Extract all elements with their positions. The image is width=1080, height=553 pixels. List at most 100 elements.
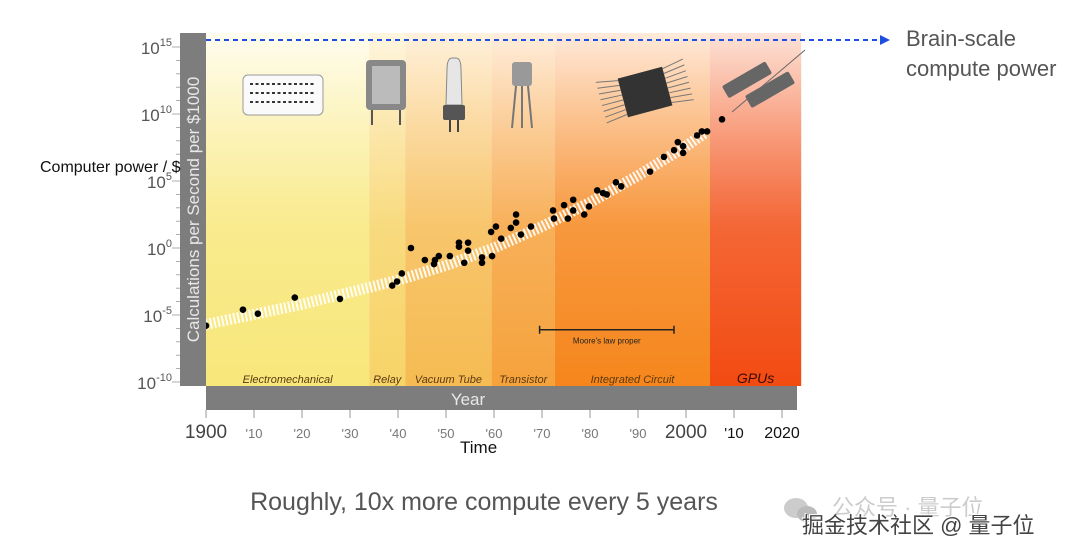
x-tick-label: 1900	[185, 422, 227, 443]
y-tick-base: 10	[143, 307, 162, 326]
data-point	[612, 179, 620, 186]
trend-band	[204, 128, 709, 330]
data-point	[703, 128, 711, 135]
x-axis-outer-label: Time	[460, 438, 498, 457]
y-axis-outer-label: Computer power / $	[40, 159, 181, 176]
y-tick-exponent: -10	[156, 372, 172, 384]
y-tick-label: 10-5	[143, 305, 172, 326]
data-point	[464, 247, 472, 254]
data-point	[398, 270, 406, 277]
x-axis-bar	[206, 386, 797, 410]
data-point	[549, 207, 557, 214]
data-point	[660, 153, 668, 161]
data-point	[585, 203, 593, 210]
x-tick-label: '10	[724, 425, 744, 442]
data-point	[492, 223, 500, 230]
moore-law-label: Moore's law proper	[573, 337, 641, 346]
integrated-circuit-icon	[595, 58, 694, 124]
y-tick-exponent: 15	[160, 37, 172, 49]
era-band	[491, 33, 555, 386]
y-tick-exponent: 10	[160, 104, 172, 116]
x-tick-label: '10	[246, 426, 263, 441]
x-tick-label: '80	[582, 426, 599, 441]
era-label: Transistor	[499, 374, 548, 386]
data-point	[478, 254, 486, 261]
data-point	[487, 228, 495, 236]
data-point	[455, 243, 463, 250]
data-point	[497, 235, 505, 242]
data-point	[507, 224, 515, 232]
data-point	[460, 259, 468, 267]
x-tick-label: '90	[630, 426, 647, 441]
era-label: Integrated Circuit	[591, 374, 676, 386]
y-tick-base: 10	[141, 106, 160, 125]
data-point	[435, 252, 443, 260]
data-point	[254, 310, 262, 317]
x-tick-label: '40	[390, 426, 407, 441]
y-tick-label: 100	[147, 238, 172, 259]
data-point	[603, 191, 611, 198]
data-point	[393, 278, 401, 285]
y-tick-base: 10	[147, 173, 166, 192]
data-point	[512, 211, 520, 218]
data-point	[679, 142, 687, 150]
watermark-line1: 公众号 · 量子位	[832, 495, 984, 520]
y-axis-label: Calculations per Second per $1000	[184, 77, 203, 343]
y-tick-exponent: 5	[166, 171, 172, 183]
data-point	[693, 132, 701, 139]
data-point	[291, 294, 299, 301]
y-axis-bar	[180, 33, 206, 386]
data-point	[550, 215, 558, 222]
vacuum-tube-icon	[443, 57, 465, 132]
data-point	[617, 183, 625, 190]
y-tick-exponent: 0	[166, 238, 172, 250]
era-label: Relay	[373, 374, 403, 386]
gpu-pointer-line	[731, 49, 806, 113]
x-tick-label: '60	[486, 426, 503, 441]
data-point	[569, 207, 577, 214]
gpu-icon	[722, 61, 795, 108]
data-point	[464, 239, 472, 246]
y-tick-label: 1010	[141, 104, 172, 125]
data-point	[560, 201, 568, 209]
transistor-icon	[511, 62, 533, 129]
data-point	[698, 128, 706, 135]
y-tick-label: 10-10	[137, 372, 172, 393]
x-tick-label: '50	[438, 426, 455, 441]
data-point	[646, 168, 654, 175]
era-label: GPUs	[737, 370, 774, 386]
x-tick-label: '70	[534, 426, 551, 441]
relay-icon	[366, 60, 406, 125]
x-tick-label: 2020	[764, 425, 800, 442]
x-tick-label: '20	[294, 426, 311, 441]
data-point	[679, 149, 687, 157]
y-tick-label: 105	[147, 171, 172, 192]
caption: Roughly, 10x more compute every 5 years	[250, 488, 718, 516]
y-tick-base: 10	[137, 374, 156, 393]
data-point	[569, 196, 577, 204]
y-tick-base: 10	[141, 39, 160, 58]
x-axis-label: Year	[451, 390, 486, 409]
data-point	[718, 116, 726, 123]
data-point	[580, 211, 588, 218]
brain-scale-label: Brain-scale compute power	[906, 26, 1057, 81]
y-tick-exponent: -5	[162, 305, 172, 317]
data-point	[239, 306, 247, 313]
data-point	[512, 219, 520, 226]
data-point	[407, 244, 415, 252]
data-point	[478, 259, 486, 267]
punch-card-icon	[242, 74, 324, 116]
data-point	[336, 295, 344, 303]
data-point	[527, 223, 535, 230]
watermark-line2: 掘金技术社区 @ 量子位	[802, 513, 1035, 538]
data-point	[517, 231, 525, 238]
y-tick-base: 10	[147, 240, 166, 259]
data-point	[421, 256, 429, 264]
era-label: Vacuum Tube	[415, 374, 482, 386]
data-point	[670, 146, 678, 154]
data-point	[564, 215, 572, 222]
era-label: Electromechanical	[243, 374, 333, 386]
y-tick-label: 1015	[141, 37, 172, 58]
data-point	[388, 282, 396, 289]
